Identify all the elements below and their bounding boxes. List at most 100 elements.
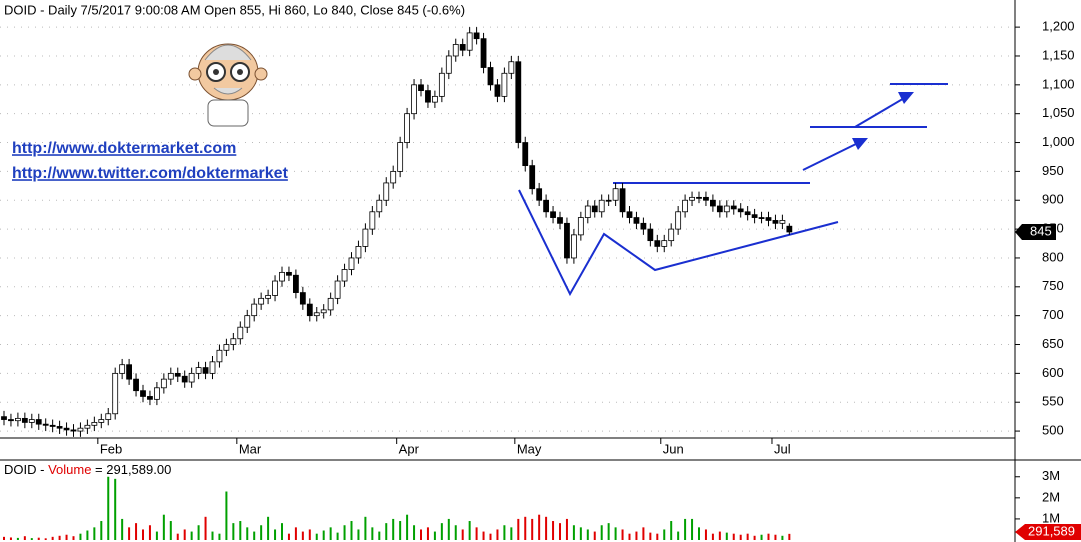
candle-body	[466, 32, 473, 51]
candle-body	[723, 205, 730, 213]
candle-body	[716, 205, 723, 213]
candle-body	[744, 211, 751, 216]
volume-bar	[135, 523, 138, 540]
y-tick-label: 1,000	[1042, 134, 1075, 149]
candle-body	[550, 211, 556, 218]
volume-bar	[524, 516, 527, 540]
volume-bar	[628, 533, 631, 540]
volume-bar	[433, 531, 436, 540]
volume-bar	[565, 518, 568, 540]
candle-body	[355, 246, 362, 259]
candle-body	[445, 55, 452, 74]
volume-bar	[176, 533, 179, 540]
candle-body	[661, 240, 668, 247]
candle-body	[418, 84, 424, 92]
volume-bar	[9, 537, 12, 540]
volume-bar	[315, 533, 318, 540]
volume-bar	[155, 531, 158, 540]
candle-body	[633, 217, 640, 224]
volume-bar	[413, 525, 416, 540]
volume-bar	[183, 529, 186, 540]
volume-bar	[148, 525, 151, 540]
volume-bar	[190, 531, 193, 540]
candle-body	[612, 188, 619, 201]
volume-tick-label: 2M	[1042, 489, 1060, 504]
candle-body	[675, 211, 682, 230]
volume-bar	[461, 529, 464, 540]
link-text[interactable]: http://www.twitter.com/doktermarket	[12, 165, 289, 182]
volume-bar	[572, 525, 575, 540]
volume-bar	[663, 529, 666, 540]
volume-bar	[656, 533, 659, 540]
candle-body	[571, 234, 577, 259]
volume-tick-label: 3M	[1042, 468, 1060, 483]
candle-body	[244, 315, 251, 328]
candle-body	[341, 269, 348, 282]
candle-body	[306, 303, 313, 317]
volume-bar	[767, 533, 770, 540]
candle-body	[508, 61, 515, 74]
candle-body	[619, 188, 626, 213]
candle-body	[543, 199, 549, 213]
volume-bar	[301, 531, 304, 540]
link[interactable]: http://www.doktermarket.com	[12, 140, 236, 157]
x-tick-label: Jul	[774, 441, 791, 456]
volume-bar	[385, 523, 388, 540]
volume-bar	[225, 491, 228, 540]
volume-bar	[642, 527, 645, 540]
candle-body	[84, 424, 91, 429]
volume-bar	[37, 537, 40, 540]
y-tick-label: 750	[1042, 278, 1064, 293]
price-tag	[1015, 223, 1056, 240]
volume-bar	[614, 527, 617, 540]
volume-bar	[281, 523, 283, 540]
volume-bar	[510, 527, 513, 540]
volume-tick-label: 1M	[1042, 510, 1060, 525]
candle-body	[140, 390, 146, 397]
candle-body	[265, 295, 272, 299]
candle-body	[536, 188, 543, 201]
volume-bar	[746, 533, 749, 540]
candle-body	[279, 271, 285, 282]
candle-body	[598, 199, 605, 213]
volume-bar	[197, 525, 200, 540]
candle-body	[737, 208, 744, 213]
volume-bar	[649, 532, 652, 540]
volume-bar	[121, 518, 124, 540]
x-tick-label: Feb	[100, 441, 122, 456]
link[interactable]: http://www.twitter.com/doktermarket	[12, 165, 289, 182]
candle-body	[668, 228, 675, 242]
candle-body	[327, 297, 334, 311]
volume-bar	[753, 535, 756, 540]
candle-body	[42, 423, 49, 426]
volume-bar	[3, 536, 5, 540]
volume-bar	[378, 531, 381, 540]
volume-bar	[677, 531, 680, 540]
volume-bar	[44, 538, 47, 540]
volume-bar	[593, 531, 596, 540]
y-tick-label: 500	[1042, 423, 1064, 438]
logo	[188, 43, 268, 127]
annotation-drawing	[518, 83, 948, 297]
candle-body	[758, 217, 765, 219]
volume-name: Volume	[48, 462, 91, 477]
candle-body	[786, 225, 793, 233]
candle-body	[501, 72, 508, 97]
volume-bar	[406, 514, 409, 540]
volume-bar	[100, 521, 103, 540]
volume-bar	[343, 525, 346, 540]
volume-bar	[253, 531, 256, 540]
volume-bar	[447, 518, 450, 540]
candle-body	[14, 417, 21, 422]
candle-body	[376, 199, 383, 213]
candle-body	[480, 38, 487, 68]
link-text[interactable]: http://www.doktermarket.com	[12, 140, 236, 157]
candle-body	[63, 427, 70, 431]
y-tick-label: 600	[1042, 365, 1064, 380]
x-tick-label: May	[517, 441, 542, 456]
candle-body	[1, 416, 7, 420]
volume-bar	[371, 527, 374, 540]
candle-body	[258, 297, 265, 305]
candle-body	[459, 44, 466, 51]
volume-bar	[489, 533, 492, 540]
